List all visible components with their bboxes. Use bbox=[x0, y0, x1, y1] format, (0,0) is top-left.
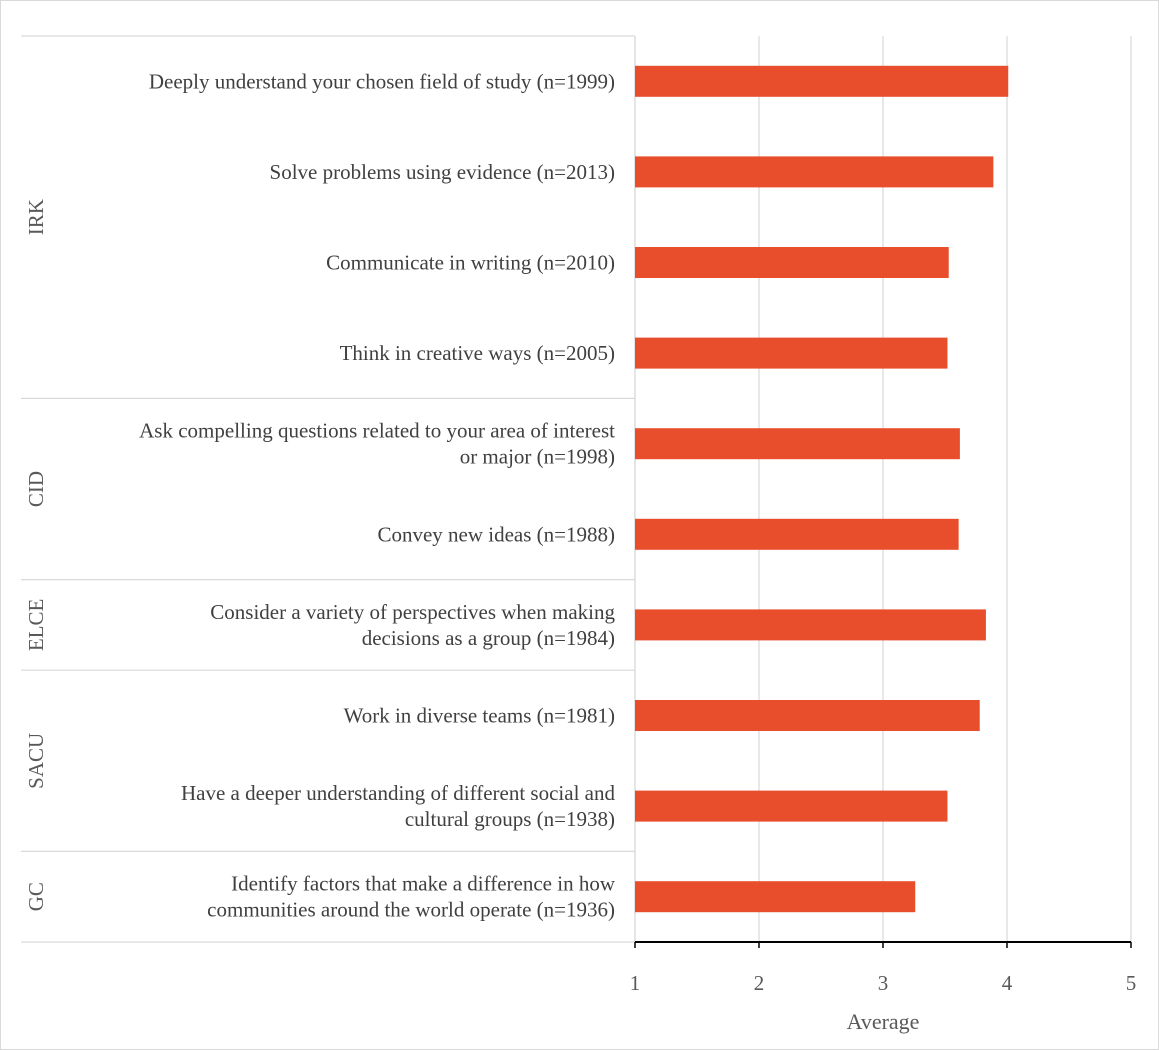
bar bbox=[635, 156, 994, 188]
category-label: Identify factors that make a difference … bbox=[231, 872, 616, 896]
x-tick-label: 5 bbox=[1126, 971, 1137, 995]
x-tick-label: 3 bbox=[878, 971, 889, 995]
bar bbox=[635, 337, 948, 369]
category-label: Have a deeper understanding of different… bbox=[181, 781, 616, 805]
category-label: Deeply understand your chosen field of s… bbox=[149, 69, 615, 93]
category-label: cultural groups (n=1938) bbox=[405, 807, 615, 831]
bar bbox=[635, 518, 959, 550]
category-label: Consider a variety of perspectives when … bbox=[210, 600, 615, 624]
x-axis-title: Average bbox=[847, 1009, 920, 1034]
bar bbox=[635, 700, 980, 731]
category-label: Solve problems using evidence (n=2013) bbox=[270, 160, 615, 184]
category-label: communities around the world operate (n=… bbox=[207, 898, 615, 922]
group-label: SACU bbox=[24, 733, 48, 789]
bar bbox=[635, 247, 949, 278]
category-label: Convey new ideas (n=1988) bbox=[377, 522, 615, 546]
bar bbox=[635, 790, 948, 822]
bar bbox=[635, 609, 986, 641]
category-label: or major (n=1998) bbox=[460, 445, 615, 469]
group-label: CID bbox=[24, 471, 48, 507]
bar bbox=[635, 65, 1009, 97]
x-tick-label: 4 bbox=[1002, 971, 1013, 995]
category-label: Think in creative ways (n=2005) bbox=[340, 341, 615, 365]
group-label: ELCE bbox=[24, 599, 48, 652]
bar bbox=[635, 428, 960, 460]
category-label: Ask compelling questions related to your… bbox=[139, 419, 615, 443]
category-label: Communicate in writing (n=2010) bbox=[326, 251, 615, 275]
category-label: Work in diverse teams (n=1981) bbox=[344, 704, 615, 728]
group-label: GC bbox=[24, 882, 48, 911]
category-label: decisions as a group (n=1984) bbox=[362, 626, 615, 650]
bar bbox=[635, 881, 916, 913]
x-tick-label: 2 bbox=[754, 971, 765, 995]
x-tick-label: 1 bbox=[630, 971, 641, 995]
group-label: IRK bbox=[24, 199, 48, 235]
